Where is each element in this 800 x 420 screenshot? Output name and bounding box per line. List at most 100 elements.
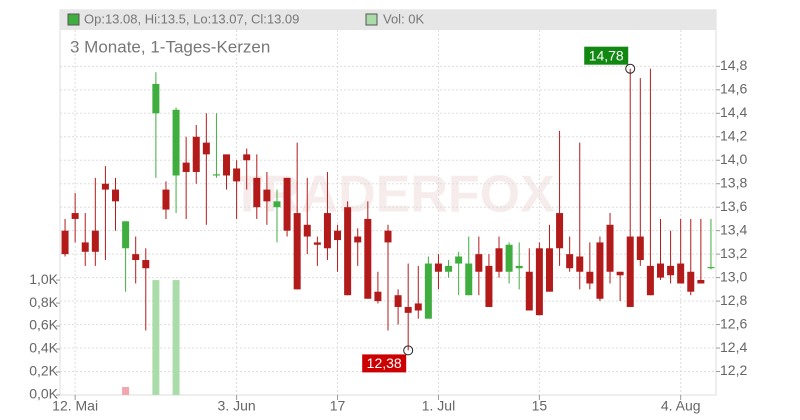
x-tick-label: 4. Aug — [661, 398, 701, 414]
candle-body — [192, 136, 200, 172]
candle-body — [636, 236, 644, 261]
candle-body — [273, 201, 281, 208]
x-tick-label: 12. Mai — [52, 398, 98, 414]
candle-body — [172, 109, 180, 176]
candle-body — [142, 260, 150, 269]
x-tick-label: 3. Jun — [218, 398, 256, 414]
volume-bar — [122, 386, 130, 395]
candle-body — [364, 218, 372, 299]
y-tick-label: 13,2 — [720, 245, 747, 261]
candle-body — [323, 213, 331, 249]
header-vol: Vol: 0K — [383, 11, 425, 26]
candle-body — [243, 154, 251, 161]
candle-body — [697, 279, 705, 284]
y-tick-label: 14,4 — [720, 104, 747, 120]
candle-body — [374, 291, 382, 302]
x-tick-label: 15 — [532, 398, 548, 414]
annotation-marker — [403, 345, 414, 356]
candle-body — [616, 271, 624, 276]
candle-body — [223, 154, 231, 176]
y2-tick-label: 0,8K — [29, 294, 58, 310]
candle-body — [455, 256, 463, 264]
candle-body — [535, 248, 543, 316]
y-tick-label: 14,6 — [720, 81, 747, 97]
candle-body — [132, 254, 140, 261]
candle-body — [545, 248, 553, 292]
candle-body — [212, 174, 220, 176]
y-tick-label: 13,6 — [720, 198, 747, 214]
candle-body — [434, 263, 442, 272]
y2-tick-label: 0,4K — [29, 340, 58, 356]
candle-body — [707, 267, 715, 269]
volume-bar — [172, 280, 180, 395]
candle-body — [515, 265, 523, 269]
candle-body — [233, 168, 241, 182]
y2-tick-label: 1,0K — [29, 271, 58, 287]
candle-body — [687, 271, 695, 292]
annotation-box — [362, 354, 407, 373]
candle-body — [313, 242, 321, 245]
candle-body — [606, 224, 614, 272]
subtitle: 3 Monate, 1-Tages-Kerzen — [70, 37, 270, 56]
candle-body — [334, 230, 342, 241]
candle-body — [465, 263, 473, 296]
ohlc-swatch — [67, 13, 80, 26]
candle-body — [445, 265, 453, 272]
y-tick-label: 14,0 — [720, 151, 747, 167]
header-ohlc: Op:13.08, Hi:13.5, Lo:13.07, Cl:13.09 — [84, 11, 299, 26]
candle-body — [414, 303, 422, 311]
candle-body — [576, 256, 584, 272]
candle-body — [566, 254, 574, 269]
candle-body — [283, 177, 291, 231]
candle-body — [495, 248, 503, 272]
candle-body — [162, 189, 170, 210]
y2-tick-label: 0,0K — [29, 386, 58, 402]
candle-body — [656, 263, 664, 278]
candle-body — [71, 213, 79, 219]
candle-body — [667, 265, 675, 276]
y-tick-label: 12,6 — [720, 315, 747, 331]
candle-body — [384, 230, 392, 243]
candle-body — [677, 263, 685, 284]
header-band — [60, 10, 716, 30]
y-tick-label: 12,4 — [720, 339, 747, 355]
y-tick-label: 13,0 — [720, 268, 747, 284]
candle-body — [112, 189, 120, 202]
candle-body — [475, 254, 483, 272]
candle-body — [354, 236, 362, 243]
y-tick-label: 12,2 — [720, 362, 747, 378]
x-tick-label: 17 — [330, 398, 346, 414]
y-tick-label: 13,8 — [720, 174, 747, 190]
y2-tick-label: 0,6K — [29, 317, 58, 333]
candle-body — [263, 189, 271, 202]
candle-body — [81, 242, 89, 252]
candle-body — [646, 265, 654, 296]
candle-body — [525, 271, 533, 311]
annotation-label: 14,78 — [589, 47, 624, 63]
candle-body — [626, 236, 634, 307]
y-tick-label: 14,8 — [720, 57, 747, 73]
y-tick-label: 14,2 — [720, 127, 747, 143]
candle-body — [485, 265, 493, 307]
candle-body — [586, 271, 594, 284]
watermark: TRADERFOX — [231, 166, 555, 224]
candle-body — [293, 213, 301, 290]
candle-body — [344, 207, 352, 296]
candle-body — [596, 242, 604, 299]
x-tick-label: 1. Jul — [422, 398, 455, 414]
candle-body — [122, 221, 130, 249]
candle-body — [303, 224, 311, 237]
annotation-label: 12,38 — [367, 355, 402, 371]
volume-bar — [152, 280, 160, 395]
candle-body — [152, 83, 160, 114]
annotation-marker — [625, 63, 636, 74]
candle-body — [253, 177, 261, 208]
vol-swatch — [365, 13, 378, 26]
annotation-box — [584, 46, 629, 65]
y2-tick-label: 0,2K — [29, 363, 58, 379]
candle-body — [182, 162, 190, 172]
candle-body — [202, 142, 210, 155]
y-tick-label: 13,4 — [720, 221, 747, 237]
candle-body — [61, 230, 69, 255]
